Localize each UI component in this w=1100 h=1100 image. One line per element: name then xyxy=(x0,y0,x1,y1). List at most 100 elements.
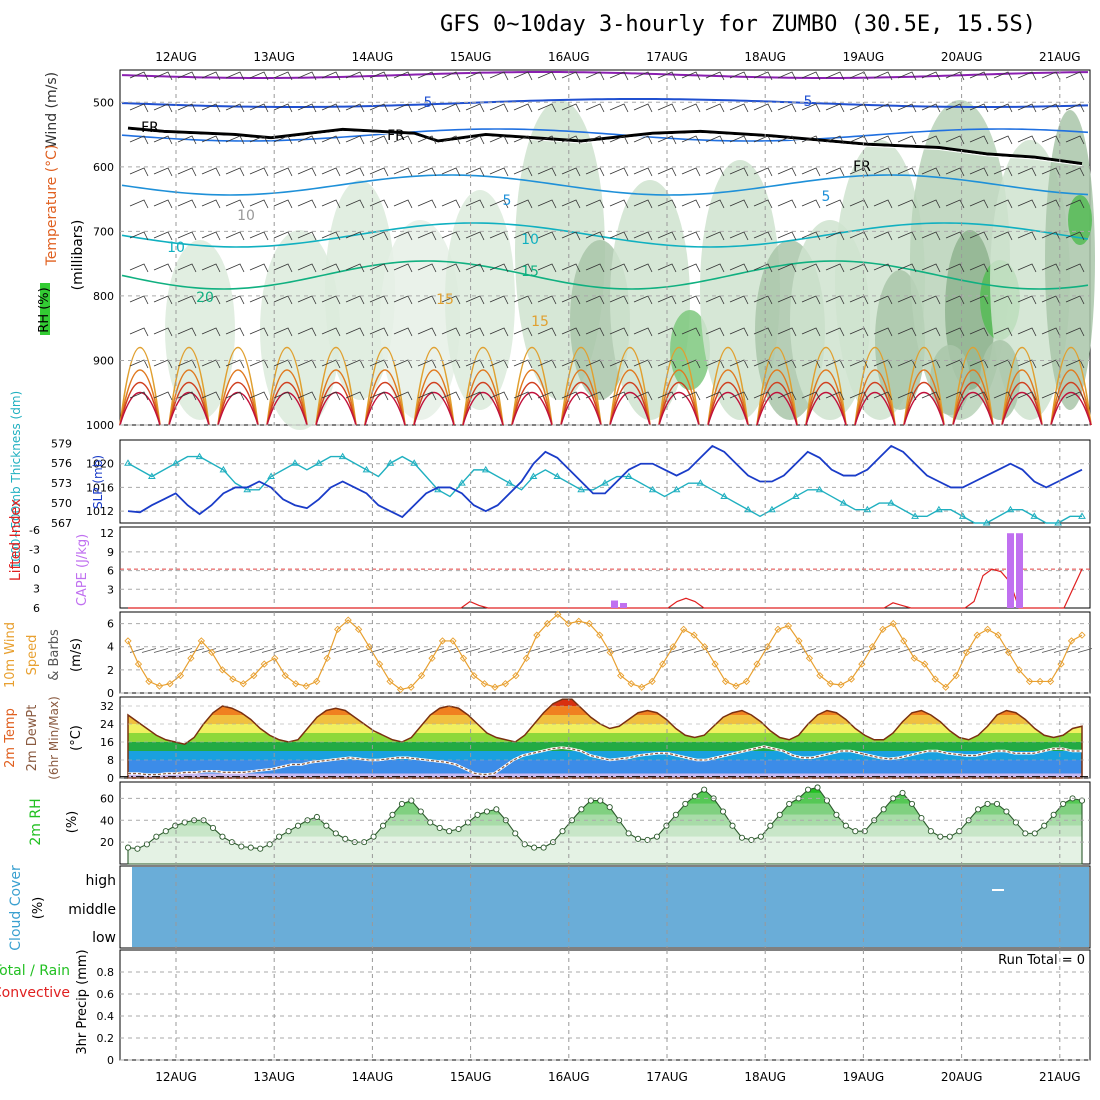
wind-barb xyxy=(609,71,629,81)
wind-barb xyxy=(849,263,869,273)
wind-barb xyxy=(489,231,509,241)
wind-barb xyxy=(441,391,461,401)
wind-barb xyxy=(369,167,389,177)
wind-barb xyxy=(657,231,677,241)
wind-barb xyxy=(777,135,797,145)
wind-barb xyxy=(633,263,653,273)
wind-barb xyxy=(585,103,605,113)
axis-label-wind10m: 10m Wind xyxy=(3,622,18,688)
precip-tick: 0.4 xyxy=(97,1010,115,1023)
date-label-top: 21AUG xyxy=(1039,50,1081,64)
surface-wind-barb xyxy=(1065,648,1081,653)
rh-point xyxy=(379,822,387,829)
rh-point xyxy=(370,833,377,840)
rh-point xyxy=(767,822,774,829)
wind-barb xyxy=(921,167,941,177)
surface-wind-barb xyxy=(621,648,637,653)
axis-label-minmax: (6hr Min/Max) xyxy=(47,696,61,780)
isotherm-10 xyxy=(121,222,1089,248)
wind-speed-point xyxy=(910,654,918,662)
isotherm-arch xyxy=(1001,347,1043,426)
wind-barb xyxy=(825,199,845,209)
wind-barb xyxy=(465,231,485,241)
contour-label: 15 xyxy=(436,292,454,308)
wind-barb xyxy=(729,199,749,209)
temp-band xyxy=(128,733,1082,742)
wind-barb xyxy=(393,103,413,113)
axis-label-precip: 3hr Precip (mm) xyxy=(75,949,90,1054)
rh-point xyxy=(937,833,944,840)
thickness-tick: 570 xyxy=(51,497,72,510)
wind-barb xyxy=(561,391,581,401)
rh-point xyxy=(531,844,538,851)
isotherm-arch xyxy=(266,369,308,426)
isotherm-arch xyxy=(413,347,455,426)
surface-wind-barb xyxy=(297,648,313,653)
wind-barb xyxy=(729,263,749,273)
wind-speed-point xyxy=(1015,666,1023,674)
wind-speed-point xyxy=(921,660,929,668)
wind-barb xyxy=(801,327,821,337)
isotherm-arch xyxy=(511,381,553,426)
isotherm-arch xyxy=(511,369,553,426)
wind-speed-point xyxy=(879,625,887,633)
rh-point xyxy=(691,793,698,800)
run-total-label: Run Total = 0 xyxy=(998,953,1085,968)
surface-wind-barb xyxy=(309,648,325,653)
thickness-series xyxy=(124,452,1086,526)
axis-label-cloud-cover: Cloud Cover xyxy=(8,865,24,951)
axis-label-lifted-index: Lifted Index xyxy=(8,499,24,581)
wind-speed-point xyxy=(847,675,855,683)
wind-barb xyxy=(369,135,389,145)
axis-label-temperature: Temperature (°C) xyxy=(44,145,60,267)
wind-barb xyxy=(945,263,965,273)
axis-label-wind-speed: Speed xyxy=(25,635,40,676)
wind-speed-point xyxy=(627,680,635,688)
isotherm-arch xyxy=(854,392,896,426)
contour-label: 10 xyxy=(237,208,255,224)
wind-speed-point xyxy=(470,672,478,680)
thickness-point xyxy=(911,512,919,519)
axis-label-rh-units: (%) xyxy=(65,811,80,834)
wind-barb xyxy=(345,135,365,145)
wind-barb xyxy=(489,391,509,401)
panel-frame xyxy=(119,526,1091,609)
thickness-line xyxy=(127,455,1082,524)
rh-point xyxy=(625,830,632,837)
temp-tick: 24 xyxy=(100,718,114,731)
surface-wind-barb xyxy=(1029,648,1045,653)
isotherm-arch xyxy=(609,347,651,426)
wind-speed-point xyxy=(386,677,394,686)
wind-barb xyxy=(249,391,269,401)
wind-barb xyxy=(345,103,365,113)
wind-barb xyxy=(369,391,389,401)
isotherm-arch xyxy=(658,369,700,426)
date-label-bottom: 13AUG xyxy=(253,1070,295,1084)
wind-barb xyxy=(537,327,557,337)
surface-wind-barb xyxy=(825,648,841,653)
wind-barb xyxy=(417,263,437,273)
wind-barb xyxy=(849,71,869,81)
wind-barb xyxy=(393,71,413,81)
slp-line xyxy=(127,444,1083,519)
isotherm-arch xyxy=(462,381,504,426)
isotherm-arch xyxy=(413,381,455,426)
wind-barb xyxy=(321,71,341,81)
wind-barb xyxy=(153,135,173,145)
thickness-point xyxy=(887,499,896,506)
surface-wind-barb xyxy=(1053,648,1069,653)
slp-series xyxy=(127,444,1083,519)
wind-barb xyxy=(633,327,653,337)
y-tick-label: 1000 xyxy=(86,419,114,432)
thickness-point xyxy=(744,505,752,513)
isotherm-arch xyxy=(707,347,749,426)
wind-barb xyxy=(297,263,317,273)
surface-wind-barb xyxy=(897,648,913,653)
date-label-bottom: 14AUG xyxy=(352,1070,394,1084)
thickness-point xyxy=(863,505,872,513)
wind-speed-point xyxy=(952,672,960,680)
wind-speed-point xyxy=(197,637,206,645)
rh-band xyxy=(128,825,1082,837)
wind-barb xyxy=(225,199,245,209)
isotherm-arch xyxy=(119,392,161,426)
